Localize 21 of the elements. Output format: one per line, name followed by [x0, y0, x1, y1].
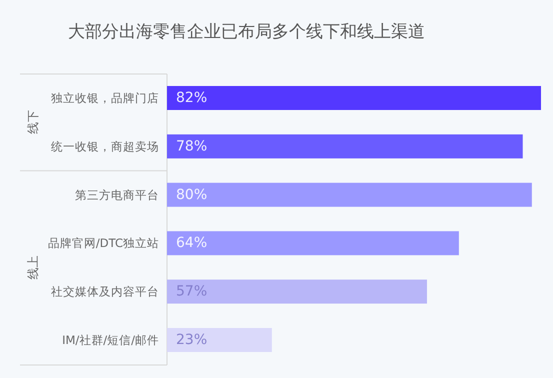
data-label: 57% [176, 284, 208, 300]
y-tick-label: 统一收银，商超卖场 [51, 139, 159, 154]
data-label: 64% [176, 235, 208, 252]
data-label: 80% [176, 186, 208, 203]
y-tick-label: 独立收银，品牌门店 [51, 91, 159, 105]
y-tick-label: 社交媒体及内容平台 [51, 284, 159, 299]
chart-title: 大部分出海零售企业已布局多个线下和线上渠道 [68, 22, 425, 42]
bar [167, 134, 523, 158]
data-label: 82% [176, 90, 208, 106]
data-label: 78% [176, 138, 208, 154]
text: 线下 [26, 110, 40, 134]
y-tick-label: 品牌官网/DTC独立站 [48, 236, 159, 250]
bar [167, 280, 427, 304]
bar [167, 328, 272, 352]
bar [167, 182, 532, 207]
bar [167, 231, 459, 256]
y-tick-label: IM/社群/短信/邮件 [62, 333, 159, 347]
text: 线上 [26, 255, 40, 280]
bar [167, 86, 541, 110]
y-tick-label: 第三方电商平台 [75, 188, 159, 202]
data-label: 23% [176, 332, 208, 348]
